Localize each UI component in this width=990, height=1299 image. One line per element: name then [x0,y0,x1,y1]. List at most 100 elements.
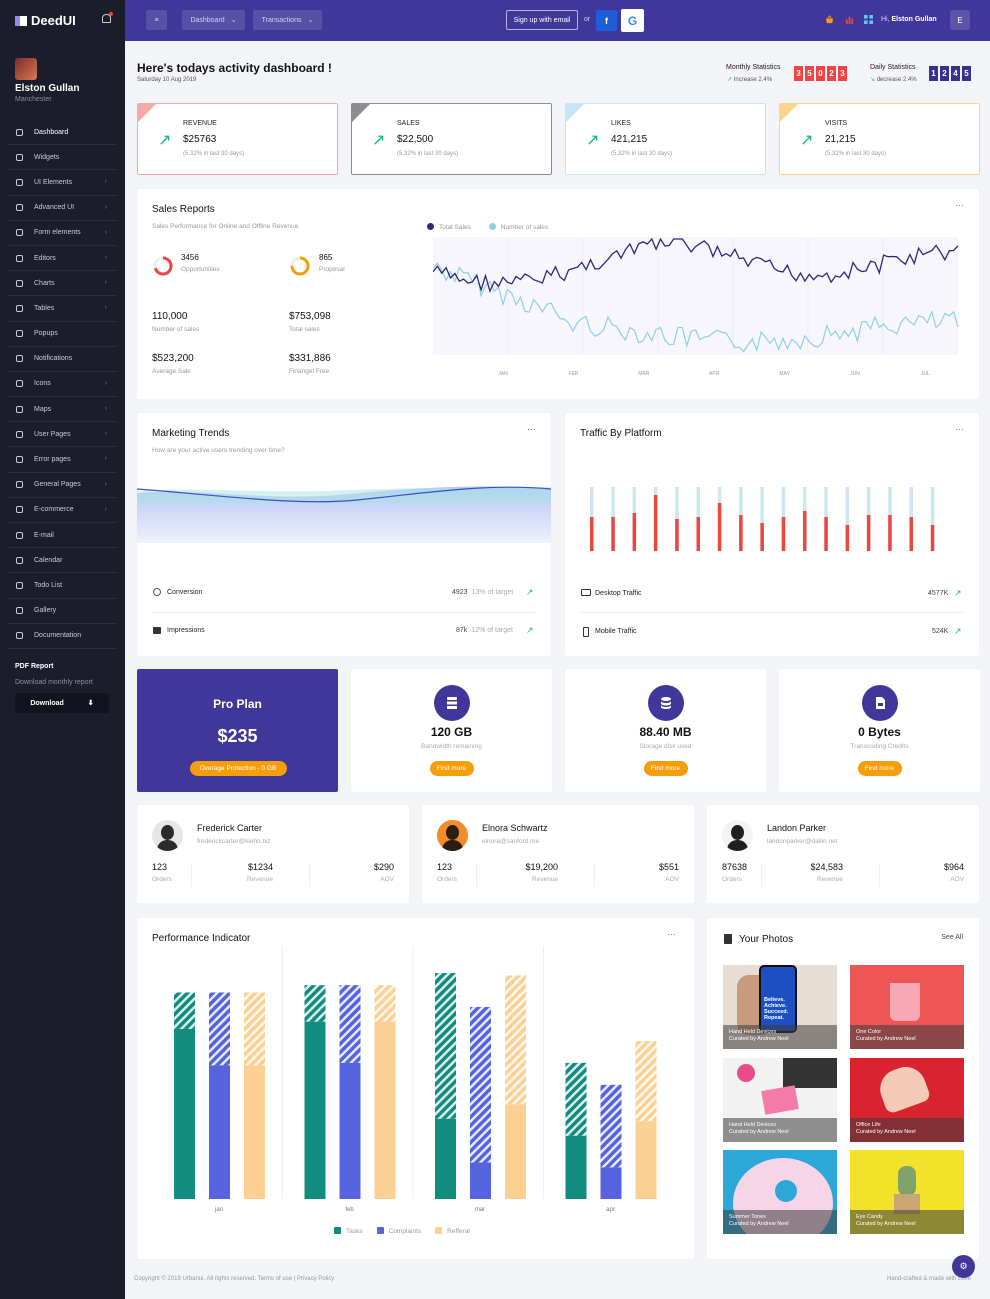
sidebar-item[interactable]: Gallery [8,599,117,624]
person-avatar[interactable] [437,820,468,851]
sidebar-item[interactable]: Tables › [8,296,117,322]
download-button[interactable]: Download ⬇ [15,693,109,713]
plan-badge[interactable]: Overage Protection - 0 GB [189,761,287,776]
sidebar-item-label: Widgets [34,153,60,161]
footer-credit: Hand-crafted & made with Love [887,1276,972,1282]
stat-card[interactable]: ↗ SALES $22,500 (5.32% in last 30 days) [351,103,552,175]
traffic-bar-bg [760,487,764,551]
person-avatar[interactable] [152,820,183,851]
metric-label: Total sales [289,326,320,333]
gear-icon: ⚙ [959,1261,968,1271]
person-card: Elnora Schwartz elnora@sanford.me 123 Ord… [422,805,694,903]
settings-gear-button[interactable]: ⚙ [952,1255,975,1278]
chevron-right-icon: › [104,505,107,513]
person-email[interactable]: elnora@sanford.me [482,838,540,845]
sidebar-item[interactable]: Editors › [8,246,117,272]
metric-value: $331,886 [289,353,331,364]
bar-chart-icon[interactable] [845,15,854,24]
photo-caption: Office Life Curated by Andrew Neel [850,1118,964,1142]
photo-tile[interactable]: Eye Candy Curated by Andrew Neel [850,1150,964,1234]
person-email[interactable]: frederickcarter@kiehn.biz [197,838,271,845]
sidebar-item-label: UI Elements [34,178,73,186]
sidebar: DeedUI Elston Gullan Manchester Dashboar… [0,0,125,1299]
person-avatar[interactable] [722,820,753,851]
sidebar-item[interactable]: User Pages › [8,422,117,448]
revenue-label: Revenue [816,876,843,883]
photo-tile[interactable]: One Color Curated by Andrew Neel [850,965,964,1049]
sidebar-item[interactable]: Maps › [8,397,117,423]
stat-card[interactable]: ↗ REVENUE $25763 (5.32% in last 30 days) [137,103,338,175]
stat-card[interactable]: ↗ LIKES 421,215 (5.32% in last 30 days) [565,103,766,175]
divider [879,863,880,887]
legend-item[interactable]: Refferal [435,1227,470,1235]
photo-tile[interactable]: Believe. Achieve. Succeed. Repeat. Hand … [723,965,837,1049]
chevron-right-icon: › [104,455,107,463]
traffic-platform-card: Traffic By Platform ··· Desktop Traffic … [565,413,979,656]
sidebar-item[interactable]: Charts › [8,271,117,297]
sidebar-item[interactable]: Documentation [8,624,117,649]
sales-more-icon[interactable]: ··· [955,200,964,210]
sidebar-item[interactable]: General Pages › [8,473,117,498]
sidebar-item[interactable]: Calendar [8,548,117,574]
photo-title: Summer Tones [729,1214,766,1220]
legend-total-sales[interactable]: Total Sales [427,223,471,231]
menu-toggle-button[interactable]: ≡ [146,10,167,30]
desktop-traffic-label: Desktop Traffic [595,590,642,597]
sidebar-item-icon [16,330,23,338]
sidebar-item[interactable]: E-mail [8,523,117,549]
person-email[interactable]: landonparker@dallin.net [767,838,838,845]
aov-stat: $551 AOV [659,862,679,883]
stat-card[interactable]: ↗ VISITS 21,215 (5.32% in last 30 days) [779,103,980,175]
sidebar-avatar[interactable] [15,58,37,80]
stat-corner [352,104,370,122]
sidebar-item[interactable]: Form elements › [8,221,117,246]
conversion-value: 4923 13% of target [452,589,513,596]
legend-item[interactable]: Tasks [334,1227,363,1235]
find-more-button[interactable]: Find more [857,761,902,776]
sidebar-item[interactable]: Error pages › [8,447,117,473]
sidebar-item[interactable]: Popups [8,322,117,347]
photo-tile[interactable]: Hand Held Devices Curated by Andrew Neel [723,1058,837,1142]
traffic-bar [611,517,615,551]
trend-up-icon: ↗ [954,588,962,598]
user-avatar-button[interactable]: E [950,10,970,30]
marketing-more-icon[interactable]: ··· [527,424,536,434]
traffic-bar [739,515,743,551]
sidebar-item[interactable]: E-commerce › [8,498,117,523]
sidebar-item[interactable]: Widgets [8,145,117,171]
photos-see-all-link[interactable]: See All [941,934,963,941]
basket-icon[interactable] [825,15,834,24]
sidebar-item[interactable]: Advanced UI › [8,196,117,221]
bar-segment-solid [565,1135,587,1199]
stat-value: 421,215 [611,134,648,145]
photo-caption: One Color Curated by Andrew Neel [850,1025,964,1049]
legend-item[interactable]: Complaints [376,1227,421,1235]
sidebar-item[interactable]: Dashboard [8,120,117,146]
brand-logo[interactable]: DeedUI [15,13,76,28]
series-line-number-of-sales [433,261,959,353]
sidebar-item[interactable]: UI Elements › [8,170,117,196]
sidebar-item[interactable]: Todo List [8,573,117,599]
facebook-button[interactable]: f [596,10,617,31]
photo-tile[interactable]: Office Life Curated by Andrew Neel [850,1058,964,1142]
sidebar-item[interactable]: Icons › [8,372,117,398]
signup-email-button[interactable]: Sign up with email [506,10,578,30]
grid-icon[interactable] [864,15,873,24]
legend-number-of-sales[interactable]: Number of sales [488,223,548,231]
legend-swatch [334,1227,341,1234]
number-of-sales-metric: 110,000 Number of sales [152,311,199,333]
sidebar-item-icon [16,355,23,363]
performance-more-icon[interactable]: ··· [667,929,676,939]
impressions-target: 12% of target [471,627,513,634]
sidebar-item-label: General Pages [34,481,81,489]
traffic-more-icon[interactable]: ··· [955,424,964,434]
photo-tile[interactable]: Summer Tones Curated by Andrew Neel [723,1150,837,1234]
google-button[interactable]: G [621,9,644,32]
transactions-dropdown[interactable]: Transactions ⌄ [253,10,322,30]
sidebar-item[interactable]: Notifications [8,347,117,372]
greeting: Hi, Elston Gullan [881,16,937,23]
dashboard-dropdown[interactable]: Dashboard ⌄ [182,10,245,30]
notification-bell-icon[interactable] [102,12,113,23]
find-more-button[interactable]: Find more [429,761,474,776]
find-more-button[interactable]: Find more [643,761,688,776]
